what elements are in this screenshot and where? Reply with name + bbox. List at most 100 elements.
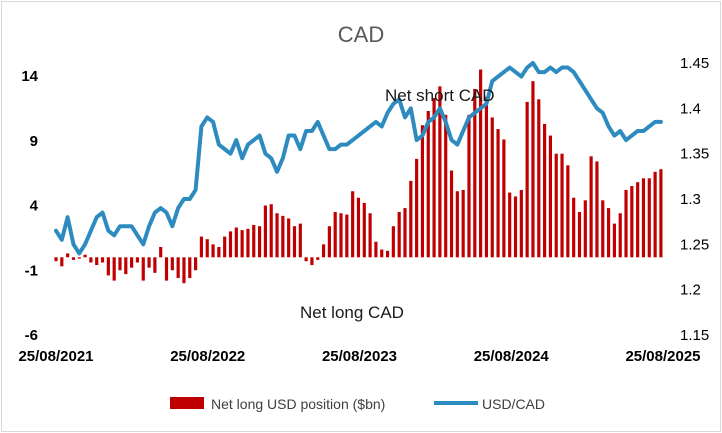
bar xyxy=(118,257,122,271)
y-right-tick-label: 1.4 xyxy=(680,100,701,117)
y-left-tick-label: -6 xyxy=(25,327,38,344)
bar xyxy=(606,208,611,258)
bar xyxy=(211,244,215,258)
y-right-tick-label: 1.2 xyxy=(680,282,701,299)
bar xyxy=(252,224,256,258)
legend-label-line: USD/CAD xyxy=(482,396,545,412)
bar xyxy=(467,114,471,258)
y-left-tick-label: 4 xyxy=(30,198,39,215)
bar xyxy=(153,257,157,273)
y-right-tick-label: 1.35 xyxy=(680,146,709,163)
bar xyxy=(589,156,593,258)
y-right-axis: 1.45 1.4 1.35 1.3 1.25 1.2 1.15 xyxy=(680,55,709,344)
bar xyxy=(601,200,605,258)
y-right-tick-label: 1.45 xyxy=(680,55,709,72)
bar xyxy=(496,129,500,258)
bar xyxy=(95,257,99,266)
bar xyxy=(484,96,489,258)
bar xyxy=(83,254,87,258)
bar xyxy=(438,86,442,258)
y-left-tick-label: 14 xyxy=(21,68,38,85)
bar xyxy=(100,257,105,263)
bar xyxy=(164,257,169,281)
bar xyxy=(380,249,384,258)
x-axis: 25/08/2021 25/08/2022 25/08/2023 25/08/2024… xyxy=(18,348,700,365)
bar xyxy=(310,257,314,266)
bar xyxy=(217,246,221,258)
bar xyxy=(502,139,506,258)
bar xyxy=(240,230,244,258)
bar xyxy=(135,257,140,263)
bar xyxy=(77,257,81,259)
bar xyxy=(612,223,616,258)
bar xyxy=(54,257,58,262)
bar xyxy=(362,202,366,258)
bar xyxy=(490,117,494,258)
bar xyxy=(554,153,558,258)
bar xyxy=(519,189,523,258)
bar xyxy=(263,205,267,258)
y-left-tick-label: -1 xyxy=(25,262,38,279)
bar xyxy=(537,99,541,258)
line-series-layer xyxy=(54,61,663,256)
bar xyxy=(176,257,180,279)
bar xyxy=(630,186,634,258)
y-left-axis: 14 9 4 -1 -6 xyxy=(21,68,38,344)
x-tick-label: 25/08/2024 xyxy=(474,348,550,365)
bar xyxy=(385,250,390,258)
bar xyxy=(298,223,302,258)
legend-swatch-bars xyxy=(170,397,204,409)
bar xyxy=(170,257,174,271)
bar xyxy=(415,158,419,258)
bar xyxy=(659,169,663,258)
bar xyxy=(397,211,401,258)
bar xyxy=(223,236,227,258)
bar xyxy=(66,253,70,258)
bar xyxy=(339,213,343,258)
y-right-tick-label: 1.25 xyxy=(680,236,709,253)
bar xyxy=(106,257,110,276)
bar xyxy=(234,227,238,258)
bar xyxy=(71,257,76,260)
bar xyxy=(432,98,436,258)
bar xyxy=(304,257,308,262)
bar xyxy=(182,257,186,284)
bar xyxy=(647,178,651,258)
bar xyxy=(257,226,262,258)
y-left-tick-label: 9 xyxy=(30,133,38,150)
bar xyxy=(60,257,64,267)
bar xyxy=(391,226,395,258)
bar xyxy=(205,239,209,258)
bar xyxy=(199,236,203,258)
bar xyxy=(572,197,576,258)
bar xyxy=(653,171,657,258)
bar xyxy=(449,170,454,258)
bar xyxy=(444,114,448,258)
bar xyxy=(194,257,198,271)
bar-series xyxy=(54,69,663,284)
bar xyxy=(577,211,582,258)
bar xyxy=(595,161,599,258)
y-right-tick-label: 1.3 xyxy=(680,191,701,208)
x-tick-label: 25/08/2022 xyxy=(170,348,245,365)
x-tick-label: 25/08/2023 xyxy=(322,348,397,365)
bar xyxy=(409,180,413,258)
bar xyxy=(455,191,459,258)
bar xyxy=(560,153,564,258)
bar xyxy=(316,257,320,260)
bar xyxy=(141,257,145,281)
bar xyxy=(147,257,151,268)
bar xyxy=(426,110,430,258)
bar xyxy=(269,204,273,258)
bar xyxy=(531,81,535,258)
legend: Net long USD position ($bn) USD/CAD xyxy=(170,396,545,412)
bar xyxy=(228,231,233,258)
bar xyxy=(473,88,477,258)
bar xyxy=(618,213,622,258)
bar xyxy=(292,226,297,258)
bar xyxy=(321,244,326,258)
bar xyxy=(275,213,279,258)
bar xyxy=(636,182,640,258)
bar xyxy=(368,213,372,258)
